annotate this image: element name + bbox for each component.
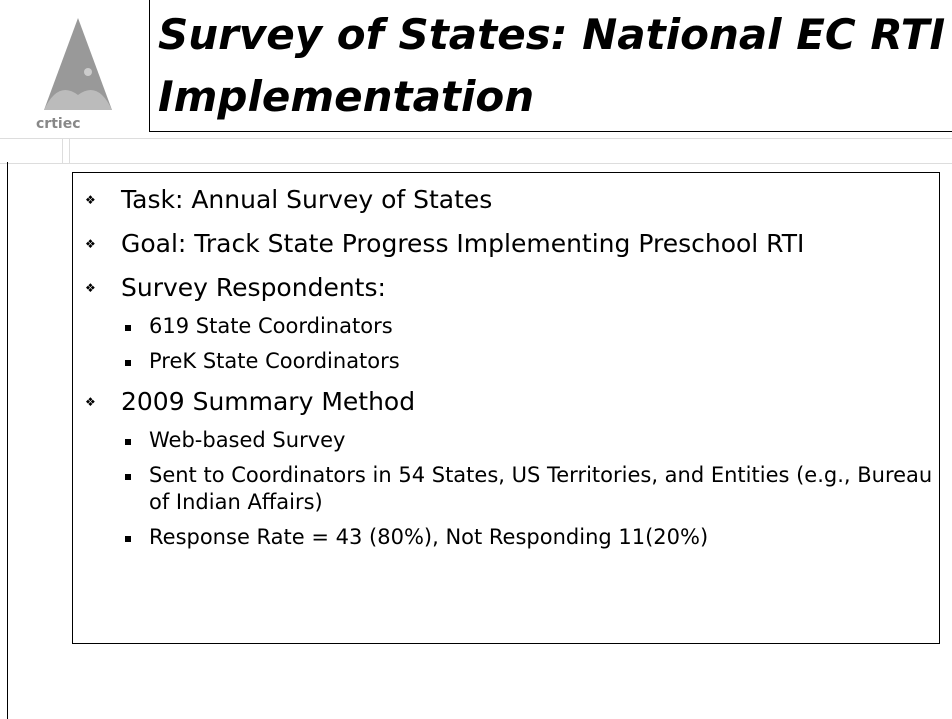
title-box [149, 0, 952, 132]
sub-bullet: 619 State Coordinators [73, 313, 939, 340]
title: Survey of States: National EC RTI Implem… [158, 10, 946, 121]
divider-sep [62, 139, 70, 163]
sub-bullet: Sent to Coordinators in 54 States, US Te… [73, 462, 939, 516]
bullet: 2009 Summary Method [73, 385, 939, 419]
bullet: Goal: Track State Progress Implementing … [73, 227, 939, 261]
sub-bullet: Web-based Survey [73, 427, 939, 454]
sub-bullet: PreK State Coordinators [73, 348, 939, 375]
bullet: Survey Respondents: [73, 271, 939, 305]
sub-bullet: Response Rate = 43 (80%), Not Responding… [73, 524, 939, 551]
bullet-list: Task: Annual Survey of States Goal: Track… [73, 183, 939, 551]
svg-text:crtiec: crtiec [36, 116, 81, 132]
left-line [7, 162, 8, 719]
divider-bar [0, 138, 952, 164]
logo: crtiec [36, 18, 112, 132]
bullet: Task: Annual Survey of States [73, 183, 939, 217]
content-box: Task: Annual Survey of States Goal: Track… [72, 172, 940, 644]
